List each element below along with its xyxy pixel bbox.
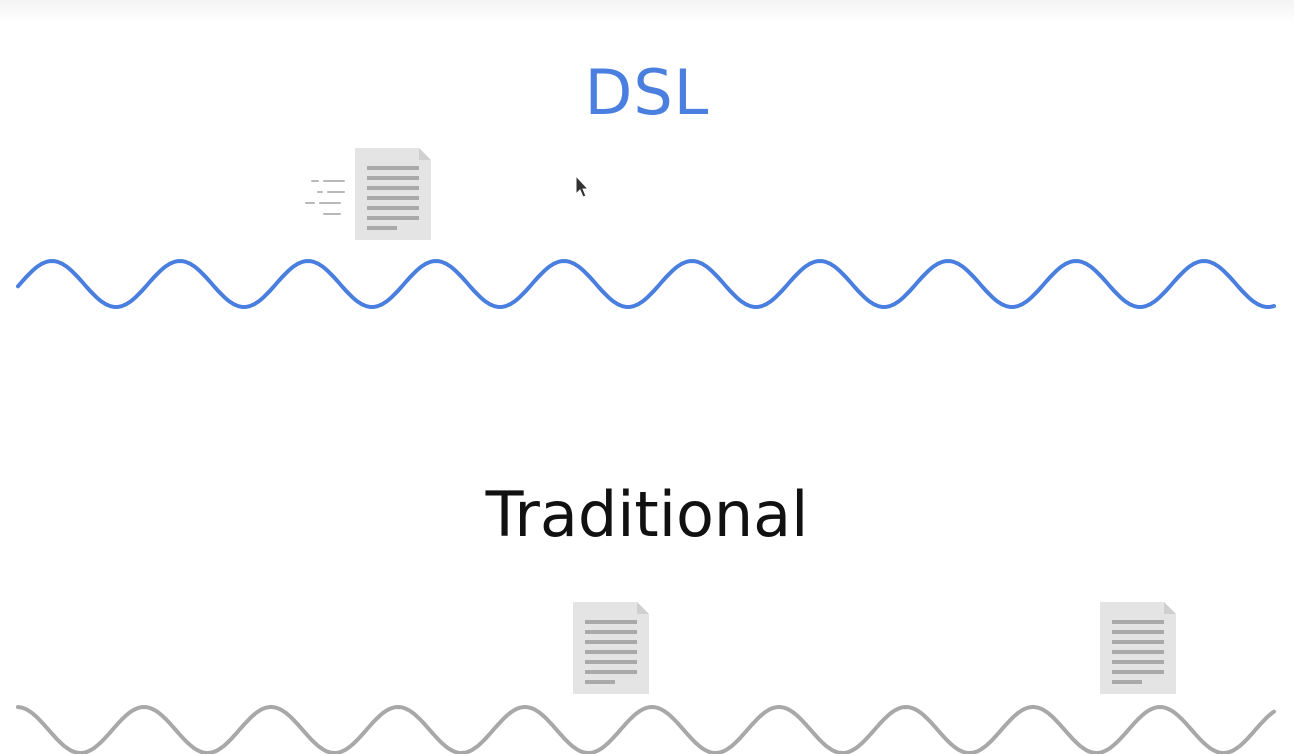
dsl-title: DSL bbox=[584, 56, 710, 129]
mouse-pointer-icon bbox=[575, 174, 590, 198]
traditional-wave bbox=[16, 704, 1276, 754]
document-icon bbox=[1100, 602, 1176, 694]
document-icon bbox=[573, 602, 649, 694]
dsl-wave bbox=[16, 258, 1276, 310]
traditional-title: Traditional bbox=[485, 478, 809, 551]
motion-lines-icon bbox=[305, 180, 345, 215]
document-icon bbox=[355, 148, 431, 240]
